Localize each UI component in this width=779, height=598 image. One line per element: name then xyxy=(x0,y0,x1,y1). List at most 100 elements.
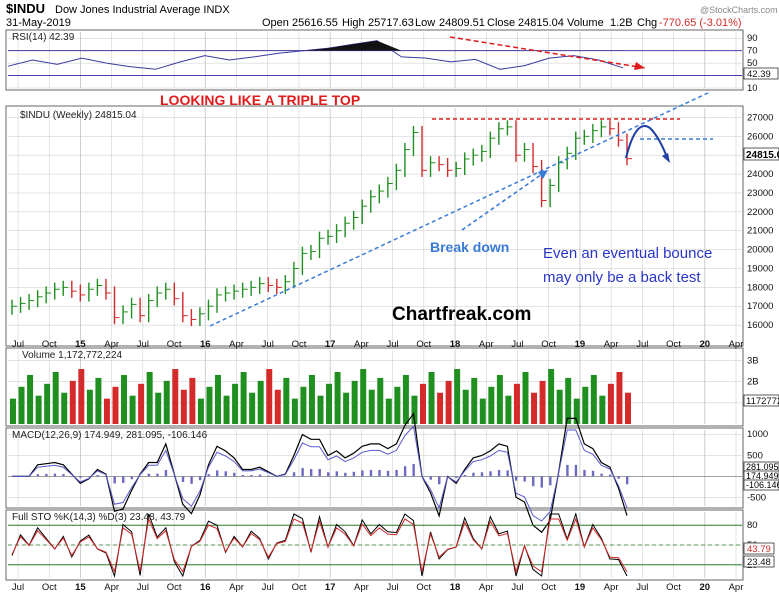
macd-histogram-bar xyxy=(386,470,390,477)
stochastic-panel-frame xyxy=(5,509,744,581)
x-tick-label: 15 xyxy=(75,339,86,350)
macd-histogram-bar xyxy=(181,476,185,483)
volume-bar xyxy=(95,377,102,424)
x-tick-label: Apr xyxy=(479,582,494,593)
stockcharts-credit: @StockCharts.com xyxy=(700,5,778,15)
bounce-annotation-line2: may only be a back test xyxy=(543,269,701,286)
macd-panel-frame xyxy=(5,427,744,509)
volume-label: Volume xyxy=(567,17,604,29)
macd-hist-label: -106.146 xyxy=(746,480,779,490)
rsi-current-label: 42.39 xyxy=(747,69,771,80)
volume-bar xyxy=(385,398,392,424)
macd-histogram-bar xyxy=(45,473,48,477)
volume-bar xyxy=(86,389,93,424)
volume-bar xyxy=(539,380,546,424)
open-label: Open xyxy=(262,17,289,29)
macd-histogram-bar xyxy=(472,472,475,477)
macd-signal-label: 281.095 xyxy=(746,462,779,472)
volume-bar xyxy=(274,389,281,424)
macd-histogram-bar xyxy=(301,468,304,477)
rsi-panel-frame xyxy=(5,29,744,91)
volume-legend: Volume 1,172,772,224 xyxy=(22,350,123,361)
macd-histogram-bar xyxy=(216,470,219,477)
macd-line xyxy=(12,412,628,534)
x-tick-label: Oct xyxy=(541,582,556,593)
x-tick-label: 16 xyxy=(200,582,211,593)
volume-bar xyxy=(488,386,495,424)
change-label: Chg xyxy=(637,17,657,29)
x-tick-label: Apr xyxy=(229,339,244,350)
x-tick-label: 18 xyxy=(450,582,461,593)
volume-bar xyxy=(445,380,452,424)
volume-bar xyxy=(351,380,358,424)
x-tick-label: 17 xyxy=(325,582,336,593)
x-tick-label: Oct xyxy=(42,582,57,593)
volume-bar xyxy=(565,377,572,424)
support-trendline xyxy=(209,91,711,327)
volume-bar xyxy=(308,374,315,424)
macd-histogram-bar xyxy=(241,475,245,477)
chartfreak-watermark: Chartfreak.com xyxy=(392,304,531,325)
volume-bar xyxy=(402,374,409,424)
macd-histogram-bar xyxy=(122,476,125,483)
rsi-divergence-arrow xyxy=(634,62,645,70)
macd-histogram-bar xyxy=(267,475,270,477)
volume-bar xyxy=(625,392,631,424)
macd-histogram-bar xyxy=(53,473,57,477)
volume-bar xyxy=(471,377,478,424)
volume-bar xyxy=(61,392,68,424)
macd-histogram-bar xyxy=(147,473,151,477)
volume-bar xyxy=(573,398,580,424)
axis-ticks: Jul Jul Oct Oct 15 15 Apr Apr Jul Jul Oct Oct 16 16 Ap… xyxy=(12,33,774,593)
volume-bar xyxy=(155,392,162,424)
y-tick-label: 27000 xyxy=(747,112,773,123)
current-value-labels: 42.39 24815.0 1172772224 281.095 174.949… xyxy=(743,67,779,568)
volume-bar xyxy=(394,386,401,424)
x-tick-label: Apr xyxy=(104,582,119,593)
x-tick-label: Oct xyxy=(292,582,307,593)
macd-histogram-bar xyxy=(361,470,364,477)
volume-bar xyxy=(69,380,76,424)
x-tick-label: Jul xyxy=(636,582,648,593)
x-tick-label: Jul xyxy=(511,339,523,350)
open-value: 25616.55 xyxy=(292,17,338,29)
breakdown-arrow-line xyxy=(461,171,546,231)
macd-signal-line xyxy=(12,425,628,522)
volume-bar xyxy=(420,383,426,424)
macd-histogram-bar xyxy=(207,474,210,477)
macd-histogram-bar xyxy=(198,476,202,481)
macd-histogram-bar xyxy=(489,471,492,477)
rsi-line xyxy=(7,40,624,70)
macd-histogram-bar xyxy=(250,475,253,477)
panel-legends: RSI(14) 42.39 $INDU (Weekly) 24815.04 Vo… xyxy=(12,32,208,523)
macd-histogram-bar xyxy=(190,476,193,484)
breakdown-arrow-head xyxy=(538,170,548,179)
chart-header: $INDU Dow Jones Industrial Average INDX … xyxy=(6,1,778,29)
volume-bar xyxy=(240,371,247,424)
x-tick-label: Jul xyxy=(12,582,24,593)
x-tick-label: Oct xyxy=(42,339,57,350)
x-tick-label: Oct xyxy=(666,339,681,350)
x-tick-label: Jul xyxy=(137,582,149,593)
price-bars xyxy=(11,120,632,327)
volume-bar xyxy=(496,374,503,424)
volume-bar xyxy=(428,371,435,424)
stochastic-series xyxy=(8,512,742,578)
y-tick-label: 23000 xyxy=(747,188,773,199)
macd-histogram-bar xyxy=(224,471,227,477)
macd-histogram-bar xyxy=(36,474,40,477)
macd-histogram-bar xyxy=(79,476,82,478)
macd-histogram-bar xyxy=(403,466,407,477)
volume-bar xyxy=(197,398,204,424)
y-tick-label: 1000 xyxy=(747,429,768,440)
volume-bar xyxy=(317,395,324,424)
macd-histogram-bar xyxy=(626,476,629,485)
macd-histogram-bar xyxy=(574,464,578,477)
macd-histogram-bar xyxy=(318,469,321,477)
price-panel-frame xyxy=(5,105,744,347)
y-tick-label: 22000 xyxy=(747,207,773,218)
symbol-label: $INDU xyxy=(6,1,45,16)
volume-bar xyxy=(283,377,290,424)
volume-bar xyxy=(121,374,128,424)
macd-histogram-bar xyxy=(591,470,595,477)
